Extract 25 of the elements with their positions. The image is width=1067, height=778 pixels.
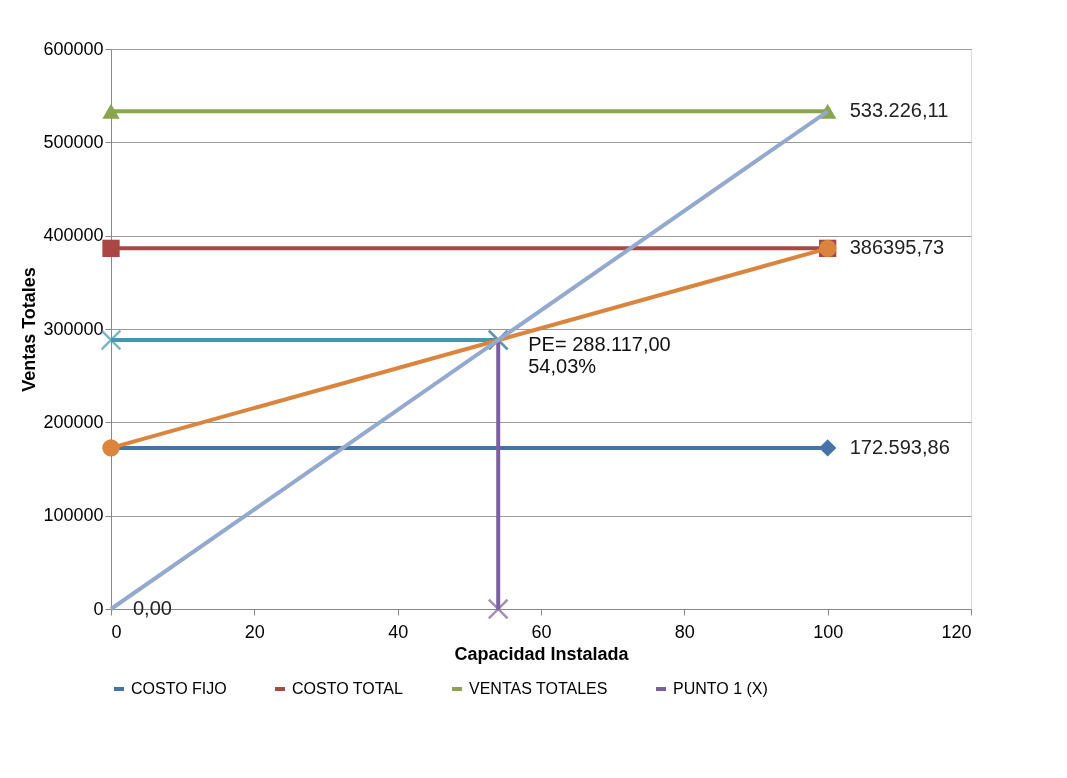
data-label: 172.593,86	[849, 435, 950, 458]
y-tick-label: 600000	[43, 38, 104, 59]
legend-label: COSTO FIJO	[131, 680, 227, 697]
y-tick-label: 100000	[43, 505, 104, 526]
y-tick-label: 500000	[43, 131, 104, 152]
data-label: 0,00	[133, 597, 172, 619]
x-tick-label: 40	[388, 621, 409, 642]
x-tick-label: 80	[674, 621, 695, 642]
y-axis-title: Ventas Totales	[19, 267, 40, 392]
y-tick-label: 300000	[43, 318, 104, 339]
legend-label: VENTAS TOTALES	[469, 680, 608, 697]
data-label: 533.226,11	[849, 99, 949, 122]
annotation: PE= 288.117,00 54,03%	[528, 333, 671, 378]
x-tick-label: 120	[941, 621, 972, 642]
legend-label: PUNTO 1 (X)	[673, 680, 768, 697]
x-tick-label: 60	[531, 621, 552, 642]
y-tick-label: 0	[93, 598, 104, 619]
legend-label: COSTO TOTAL	[292, 680, 403, 697]
x-axis-title: Capacidad Instalada	[454, 643, 630, 664]
x-tick-label: 100	[813, 621, 844, 642]
y-tick-label: 400000	[43, 225, 104, 246]
y-tick-label: 200000	[43, 411, 104, 432]
x-tick-label: 0	[111, 621, 122, 642]
x-tick-label: 20	[244, 621, 265, 642]
data-label: 386395,73	[849, 236, 945, 259]
